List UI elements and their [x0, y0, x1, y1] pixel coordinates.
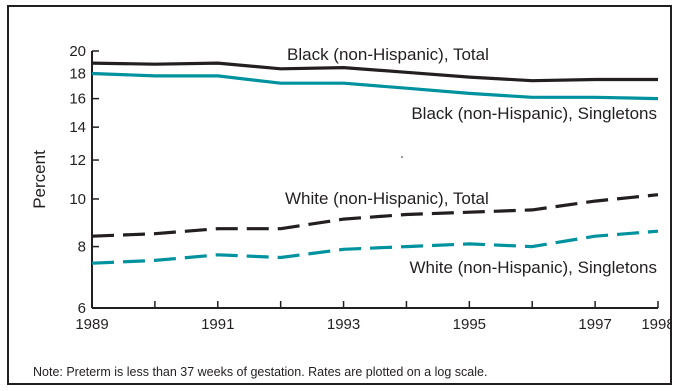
y-tick-label: 8: [78, 239, 86, 256]
axes: 6 8 10 12 14 16 18 20 1989 1991 1993 1995 1997 1998 Pe…: [30, 43, 670, 333]
x-tick-label: 1995: [453, 316, 486, 333]
series-lines: [91, 61, 659, 265]
y-tick-label: 16: [69, 91, 86, 108]
series-line: [91, 229, 659, 265]
x-tick-label: 1997: [578, 316, 611, 333]
series-label: Black (non-Hispanic), Total: [287, 45, 489, 64]
series-label: White (non-Hispanic), Total: [285, 189, 489, 208]
figure-frame: 6 8 10 12 14 16 18 20 1989 1991 1993 1995 1997 1998 Pe…: [7, 5, 672, 385]
y-tick-label: 14: [69, 119, 86, 136]
y-tick-label: 18: [69, 65, 86, 82]
y-tick-label: 12: [69, 152, 86, 169]
series-line: [91, 61, 658, 83]
footnote: Note: Preterm is less than 37 weeks of g…: [33, 365, 488, 379]
x-tick-label: 1991: [201, 316, 234, 333]
y-tick-label: 10: [69, 191, 86, 208]
stray-dot: [401, 156, 403, 158]
x-tick-label: 1989: [75, 316, 108, 333]
x-tick-label: 1998: [641, 316, 670, 333]
series-label: White (non-Hispanic), Singletons: [409, 258, 657, 277]
y-tick-label: 20: [69, 43, 86, 60]
series-label: Black (non-Hispanic), Singletons: [411, 104, 657, 123]
y-axis-title: Percent: [30, 150, 49, 209]
series-line: [91, 71, 659, 101]
line-chart: 6 8 10 12 14 16 18 20 1989 1991 1993 1995 1997 1998 Pe…: [30, 43, 670, 333]
series-line: [91, 193, 659, 238]
x-tick-label: 1993: [327, 316, 360, 333]
y-tick-label: 6: [78, 300, 86, 317]
series-labels: Black (non-Hispanic), Total Black (non-Hi…: [285, 45, 657, 277]
